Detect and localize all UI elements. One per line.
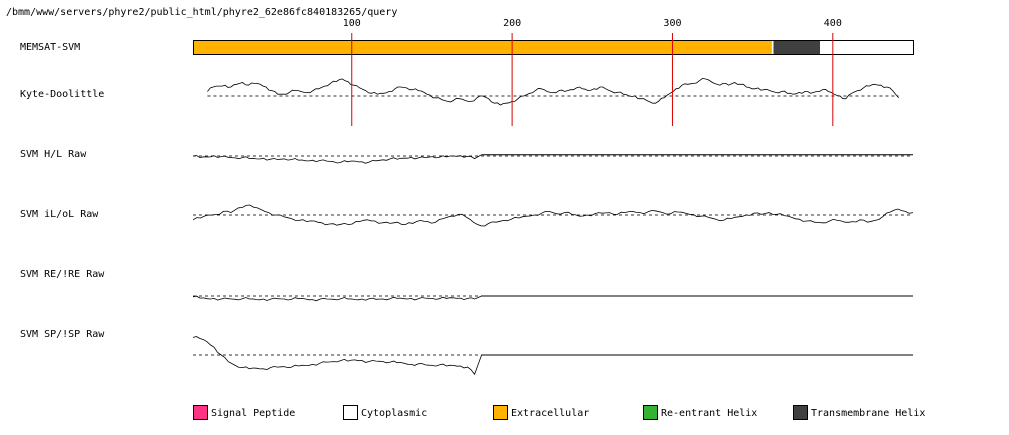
track-label-svm-re-re-raw: SVM RE/!RE Raw	[20, 269, 105, 280]
track-label-svm-h-l-raw: SVM H/L Raw	[20, 149, 87, 160]
tracks: MEMSAT-SVM Kyte-Doolittle SVM H/L Raw SVM i…	[20, 40, 914, 376]
legend-label-re-entrant-helix: Re-entrant Helix	[661, 408, 757, 419]
legend-swatch-cytoplasmic	[343, 405, 358, 420]
tick-label-200: 200	[503, 18, 521, 29]
track-trace-kyte-doolittle	[207, 78, 899, 106]
topology-bar-border	[193, 40, 914, 55]
legend-label-extracellular: Extracellular	[511, 408, 589, 419]
track-label-svm-sp-sp-raw: SVM SP/!SP Raw	[20, 329, 105, 340]
topology-segment-transmembrane	[773, 40, 820, 55]
track-trace-svm-h-l-raw	[192, 154, 482, 164]
position-tick-lines: 100 200 300 400	[343, 18, 842, 126]
legend-swatch-transmembrane-helix	[793, 405, 808, 420]
track-trace-svm-re-re-raw	[192, 295, 482, 302]
legend-label-transmembrane-helix: Transmembrane Helix	[811, 408, 925, 419]
track-trace-svm-il-ol-raw	[192, 204, 914, 227]
track-trace-svm-sp-sp-raw	[192, 336, 482, 376]
legend-label-cytoplasmic: Cytoplasmic	[361, 408, 427, 419]
file-path-header: /bmm/www/servers/phyre2/public_html/phyr…	[6, 7, 397, 18]
legend-swatch-signal-peptide	[193, 405, 208, 420]
legend-swatch-re-entrant-helix	[643, 405, 658, 420]
legend-swatch-extracellular	[493, 405, 508, 420]
tick-label-300: 300	[663, 18, 681, 29]
track-label-memsat-svm: MEMSAT-SVM	[20, 42, 80, 53]
track-label-svm-il-ol-raw: SVM iL/oL Raw	[20, 209, 99, 220]
track-label-kyte-doolittle: Kyte-Doolittle	[20, 89, 104, 100]
topology-segment-extracellular	[193, 40, 772, 55]
legend: Signal Peptide Cytoplasmic Extracellular Re…	[193, 405, 925, 420]
tick-label-100: 100	[343, 18, 361, 29]
tick-label-400: 400	[824, 18, 842, 29]
topology-segment-cytoplasmic	[821, 40, 913, 55]
legend-label-signal-peptide: Signal Peptide	[211, 408, 295, 419]
